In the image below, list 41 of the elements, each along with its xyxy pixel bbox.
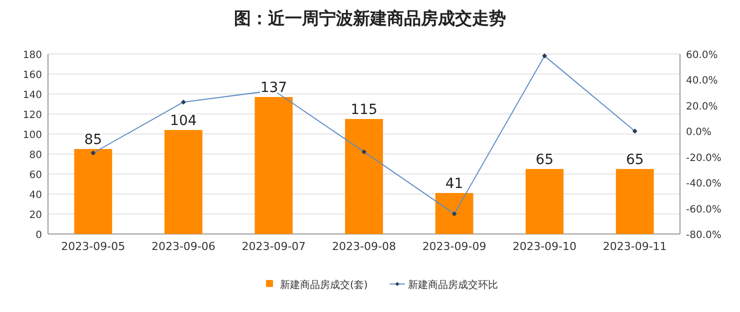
y-tick-label: 100 [22,130,42,141]
bar [74,149,112,234]
y-tick-label: 80 [29,150,42,161]
x-tick-label: 2023-09-11 [602,240,667,253]
legend-label: 新建商品房成交(套) [280,279,368,291]
y2-tick-label: 40.0% [686,76,718,87]
y2-tick-label: -20.0% [686,152,722,164]
data-label: 104 [170,113,197,129]
y-tick-label: 140 [22,90,42,101]
x-tick-label: 2023-09-06 [151,240,216,253]
x-tick-label: 2023-09-08 [332,240,396,253]
bar [345,119,383,234]
chart-title: 图：近一周宁波新建商品房成交走势 [234,9,506,29]
bar [526,169,564,234]
y-tick-label: 180 [22,50,42,61]
data-label: 41 [445,176,464,192]
bar [616,169,654,234]
x-tick-label: 2023-09-05 [61,240,126,253]
legend-label: 新建商品房成交环比 [408,279,498,291]
data-label: 65 [536,152,554,168]
x-tick-label: 2023-09-10 [512,240,577,253]
data-label: 85 [84,132,102,148]
y-tick-label: 60 [29,170,42,181]
data-label: 115 [350,102,378,118]
y2-tick-label: 60.0% [686,50,718,61]
bar [254,97,293,234]
y2-tick-label: 20.0% [686,101,718,112]
y2-tick-label: 0.0% [686,127,712,138]
y2-tick-label: -80.0% [686,230,722,241]
y2-tick-label: -40.0% [686,178,722,190]
y-tick-label: 20 [29,210,42,221]
bar [164,130,202,234]
y2-tick-label: -60.0% [686,204,722,216]
y-tick-label: 40 [29,190,42,201]
data-label: 65 [626,152,644,168]
x-tick-label: 2023-09-09 [422,240,486,253]
y-tick-label: 0 [36,230,42,241]
x-tick-label: 2023-09-07 [242,240,306,253]
bar [435,193,474,234]
y-tick-label: 120 [22,110,42,121]
y-tick-label: 160 [22,70,42,81]
